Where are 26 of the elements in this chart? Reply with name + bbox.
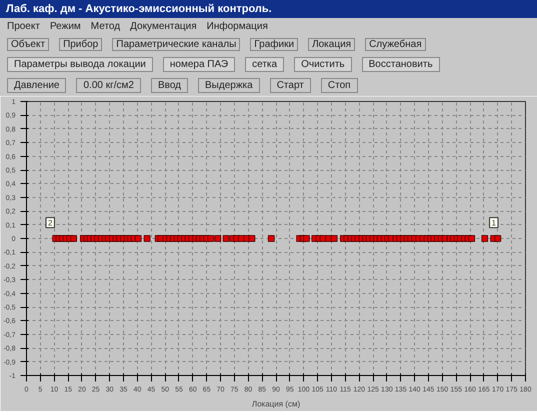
text: сетка bbox=[245, 57, 284, 72]
x-axis-title: Локация (см) bbox=[252, 400, 300, 408]
text: Объект bbox=[7, 38, 50, 51]
text: Проект bbox=[7, 21, 40, 32]
text: Восстановить bbox=[362, 57, 440, 72]
text: Режим bbox=[50, 21, 81, 32]
annotation: 2 bbox=[48, 218, 53, 228]
text: Стоп bbox=[320, 78, 358, 93]
text: Старт bbox=[270, 78, 311, 93]
text: 0.00 кг/см2 bbox=[76, 78, 141, 93]
text: Документация bbox=[130, 21, 197, 32]
text: Информация bbox=[206, 21, 268, 32]
text: Очистить bbox=[294, 57, 352, 72]
text: Давление bbox=[7, 78, 66, 93]
text: Параметры вывода локации bbox=[7, 57, 153, 72]
text: Прибор bbox=[59, 38, 102, 51]
text: Ввод bbox=[150, 78, 188, 93]
chart-title: Лаб. каф. дм - Акустико-эмиссионный контроль. bbox=[0, 0, 537, 18]
text: Служебная bbox=[365, 38, 426, 51]
text: Выдержка bbox=[198, 78, 260, 93]
text: Графики bbox=[250, 38, 298, 51]
text: номера ПАЭ bbox=[162, 57, 236, 72]
text: Локация bbox=[308, 38, 356, 51]
annotation: 1 bbox=[492, 218, 497, 228]
text: Метод bbox=[90, 21, 120, 32]
text: Параметрические каналы bbox=[112, 38, 240, 51]
